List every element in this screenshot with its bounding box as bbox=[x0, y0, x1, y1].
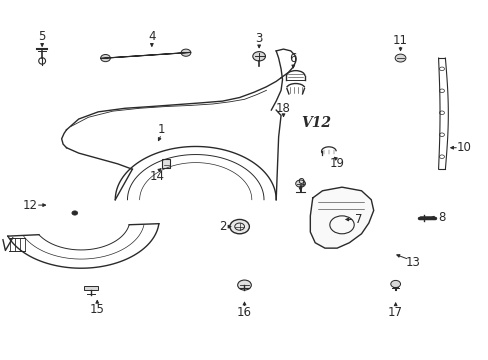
Text: 12: 12 bbox=[22, 199, 38, 212]
Circle shape bbox=[181, 49, 190, 56]
Text: 17: 17 bbox=[387, 306, 402, 319]
Circle shape bbox=[229, 220, 249, 234]
Text: 3: 3 bbox=[255, 32, 262, 45]
Text: 14: 14 bbox=[149, 170, 164, 183]
Text: 19: 19 bbox=[329, 157, 344, 170]
Polygon shape bbox=[310, 187, 373, 248]
Text: 6: 6 bbox=[289, 51, 296, 64]
Text: 2: 2 bbox=[218, 220, 226, 233]
Circle shape bbox=[101, 54, 110, 62]
Text: 16: 16 bbox=[237, 306, 251, 319]
Circle shape bbox=[252, 51, 265, 61]
Text: 13: 13 bbox=[405, 256, 419, 269]
Text: 9: 9 bbox=[296, 177, 304, 190]
Text: 10: 10 bbox=[456, 141, 470, 154]
Text: 15: 15 bbox=[90, 303, 104, 316]
Circle shape bbox=[72, 211, 78, 215]
Text: 5: 5 bbox=[39, 30, 46, 43]
Bar bbox=[84, 286, 98, 290]
Text: 8: 8 bbox=[437, 211, 445, 224]
Polygon shape bbox=[101, 52, 190, 58]
Text: 4: 4 bbox=[148, 30, 155, 43]
Bar bbox=[161, 159, 170, 168]
Text: 7: 7 bbox=[355, 213, 362, 226]
Text: 11: 11 bbox=[392, 33, 407, 47]
Circle shape bbox=[295, 180, 305, 187]
Text: 18: 18 bbox=[276, 102, 290, 115]
Text: V12: V12 bbox=[301, 116, 330, 130]
Circle shape bbox=[390, 280, 400, 288]
Circle shape bbox=[237, 280, 251, 290]
Text: 1: 1 bbox=[158, 123, 165, 136]
Circle shape bbox=[394, 54, 405, 62]
